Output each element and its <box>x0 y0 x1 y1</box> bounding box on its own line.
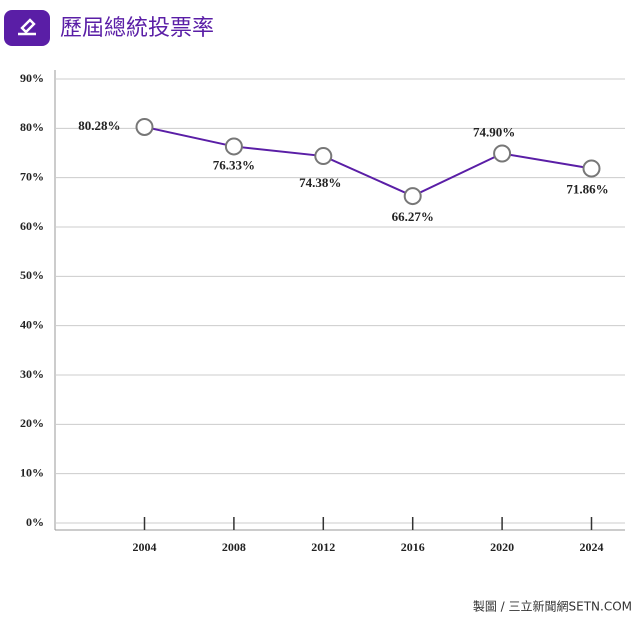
x-tick-label: 2012 <box>311 540 335 554</box>
point <box>135 117 154 136</box>
chart-title: 歷屆總統投票率 <box>60 16 214 41</box>
y-tick-label: 20% <box>20 416 44 430</box>
data-label: 74.90% <box>473 124 515 139</box>
point <box>582 159 601 178</box>
point <box>224 137 243 156</box>
y-tick-label: 70% <box>20 169 44 183</box>
x-tick-label: 2024 <box>580 540 604 554</box>
y-tick-label: 40% <box>20 317 44 331</box>
point <box>493 144 512 163</box>
line <box>144 125 592 198</box>
y-tick-label: 60% <box>20 219 44 233</box>
x-tick-label: 2008 <box>222 540 246 554</box>
ballot-icon <box>18 18 36 36</box>
data-label: 80.28% <box>78 118 120 133</box>
x-tick-label: 2020 <box>490 540 514 554</box>
data-label: 71.86% <box>566 181 608 196</box>
x-tick-label: 2004 <box>133 540 157 554</box>
data-label: 76.33% <box>213 157 255 172</box>
point <box>403 187 422 206</box>
y-tick-label: 80% <box>20 120 44 134</box>
header-icon <box>4 10 50 46</box>
y-tick-label: 10% <box>20 465 44 479</box>
y-tick-label: 30% <box>20 367 44 381</box>
source: 製圖 / 三立新聞網SETN.COM <box>473 599 632 614</box>
y-tick-label: 50% <box>20 268 44 282</box>
y-tick-label: 90% <box>20 71 44 85</box>
data-label: 66.27% <box>392 209 434 224</box>
x-tick-label: 2016 <box>401 540 425 554</box>
data-label: 74.38% <box>299 175 341 190</box>
point <box>314 147 333 166</box>
y-tick-label: 0% <box>26 515 44 529</box>
